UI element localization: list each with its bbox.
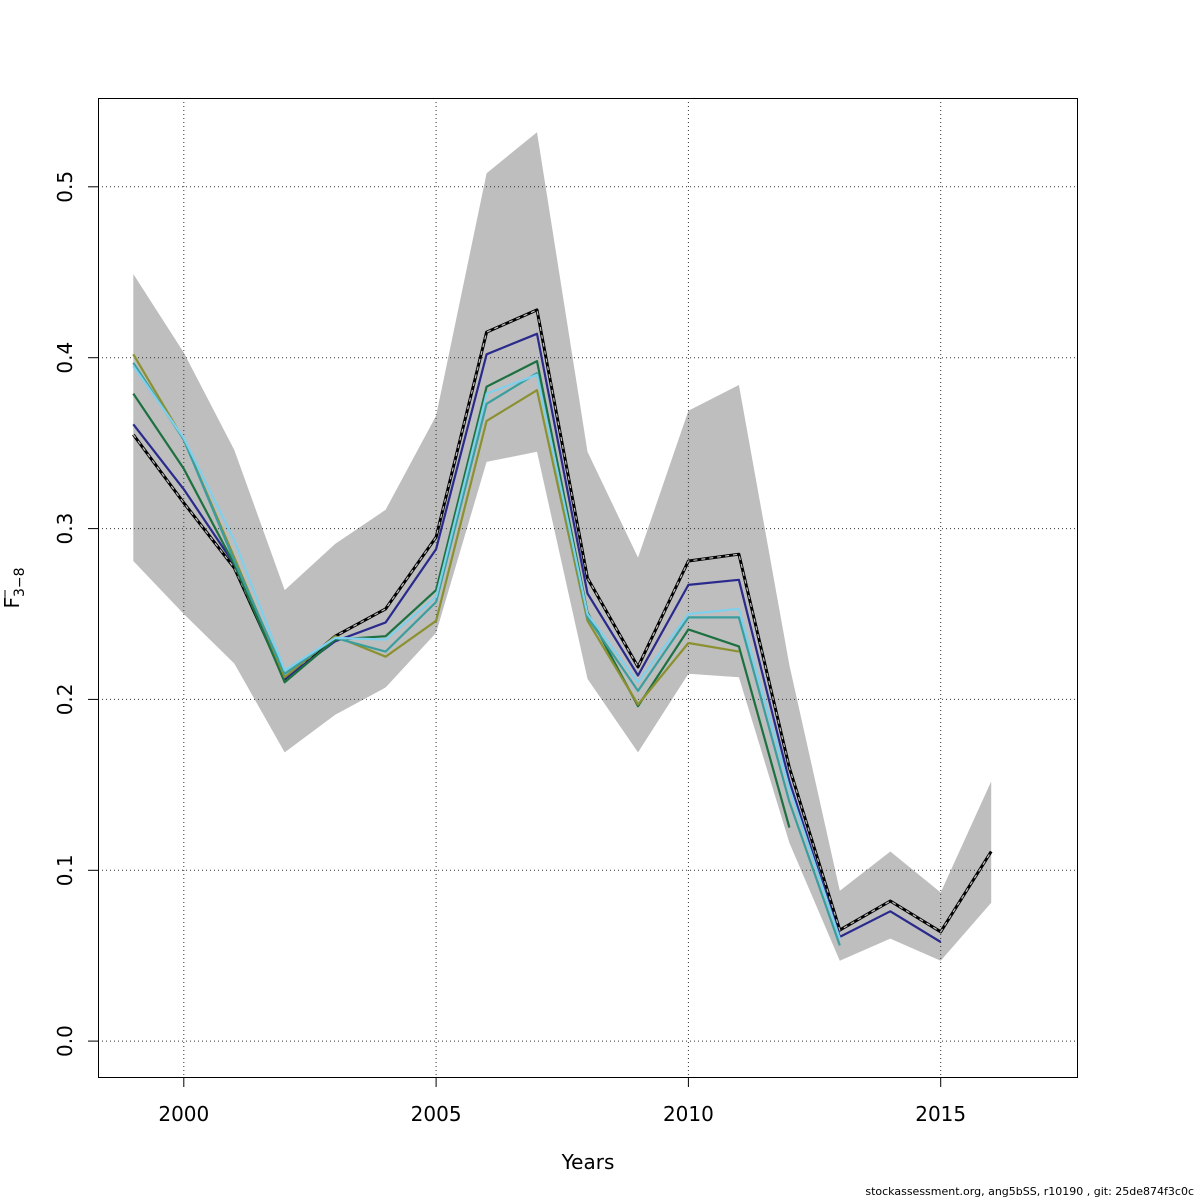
x-tick-label: 2000 <box>158 1102 209 1126</box>
y-tick-label: 0.5 <box>53 171 77 203</box>
svg-text:F3−8: F3−8 <box>0 567 28 608</box>
y-axis: 0.0 0.1 0.2 0.3 0.4 0.5 <box>53 171 98 1057</box>
confidence-band <box>133 132 992 961</box>
footer-note: stockassessment.org, ang5bSS, r10190 , g… <box>865 1185 1194 1198</box>
x-tick-label: 2010 <box>663 1102 714 1126</box>
y-axis-title: F3−8 <box>0 567 28 608</box>
y-axis-title-subscript: 3−8 <box>12 567 28 597</box>
y-tick-label: 0.4 <box>53 342 77 374</box>
confidence-band-layer <box>133 132 992 961</box>
series-line-4 <box>132 353 740 706</box>
y-tick-label: 0.2 <box>53 683 77 715</box>
x-tick-label: 2005 <box>411 1102 462 1126</box>
y-tick-label: 0.3 <box>53 513 77 545</box>
series-line-5 <box>132 362 841 946</box>
plot-frame <box>98 98 1078 1078</box>
series-layer <box>132 308 993 946</box>
y-tick-label: 0.1 <box>53 854 77 886</box>
series-line-3 <box>132 360 791 828</box>
y-axis-title-main: F <box>0 597 24 609</box>
x-axis: 2000 2005 2010 2015 <box>158 1077 966 1126</box>
y-tick-label: 0.0 <box>53 1025 77 1057</box>
x-axis-title: Years <box>561 1150 615 1174</box>
series-line-6 <box>132 365 841 939</box>
x-tick-label: 2015 <box>915 1102 966 1126</box>
